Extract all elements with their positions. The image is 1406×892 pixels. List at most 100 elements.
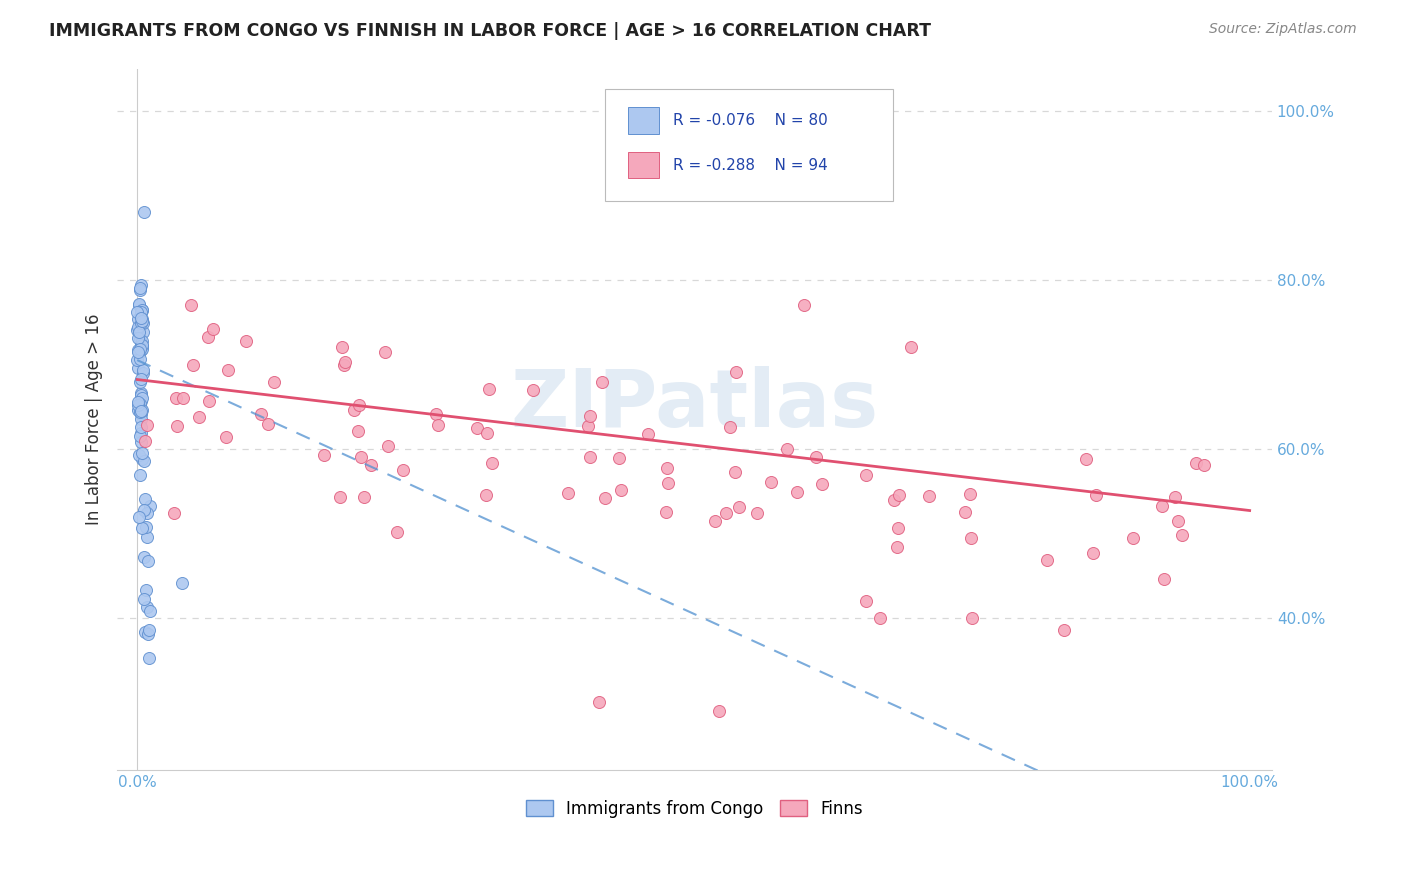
Point (136, 626, 159, 640)
Point (655, 461, 678, 475)
Point (131, 338, 153, 352)
Point (654, 505, 676, 519)
Point (163, 506, 186, 520)
Point (129, 375, 152, 389)
Point (467, 420, 489, 434)
Point (588, 695, 610, 709)
Point (333, 359, 356, 373)
Point (335, 354, 357, 368)
Point (129, 435, 152, 450)
Point (127, 343, 149, 358)
Point (1167, 514, 1189, 528)
Point (745, 506, 768, 520)
Point (263, 375, 285, 389)
Point (707, 704, 730, 718)
Point (132, 363, 155, 377)
Point (132, 591, 155, 606)
Point (637, 426, 659, 441)
Point (475, 488, 498, 502)
Point (129, 405, 152, 419)
Point (131, 366, 153, 380)
Point (1170, 528, 1192, 542)
Point (128, 281, 150, 295)
Point (129, 343, 152, 357)
Point (312, 448, 335, 462)
Point (887, 488, 910, 502)
Point (128, 448, 150, 462)
Point (392, 463, 415, 477)
Point (959, 487, 981, 501)
Point (135, 519, 157, 533)
Point (887, 521, 910, 535)
Point (131, 325, 153, 339)
Point (1192, 458, 1215, 472)
Point (129, 420, 152, 434)
Point (918, 489, 941, 503)
Text: R = -0.076    N = 80: R = -0.076 N = 80 (673, 113, 828, 128)
Point (131, 342, 153, 356)
Point (425, 407, 447, 421)
Point (134, 625, 156, 640)
Point (610, 483, 633, 498)
Point (1153, 572, 1175, 586)
Point (557, 486, 579, 500)
Point (127, 395, 149, 409)
Point (136, 600, 159, 615)
Point (138, 650, 160, 665)
Point (578, 409, 600, 423)
Point (804, 450, 827, 464)
Point (347, 398, 370, 412)
Point (347, 424, 370, 438)
Point (329, 490, 352, 504)
Point (811, 476, 834, 491)
Text: ZIPatlas: ZIPatlas (510, 367, 879, 444)
Point (953, 505, 976, 519)
Point (131, 445, 153, 459)
Point (127, 403, 149, 417)
Point (129, 343, 152, 357)
Point (134, 549, 156, 564)
Point (578, 450, 600, 464)
Point (127, 312, 149, 326)
Point (139, 500, 162, 514)
Point (129, 425, 152, 440)
Point (1036, 553, 1059, 567)
Point (201, 322, 224, 336)
Point (128, 428, 150, 442)
Point (132, 502, 155, 516)
Point (129, 372, 152, 386)
Point (129, 467, 152, 482)
Point (131, 404, 153, 418)
Point (129, 386, 152, 401)
Point (139, 604, 162, 618)
Point (127, 353, 149, 368)
Point (607, 451, 630, 466)
Point (714, 507, 737, 521)
Point (727, 500, 749, 514)
Point (593, 491, 616, 505)
Point (131, 311, 153, 326)
Point (172, 391, 194, 405)
Point (759, 475, 782, 489)
Point (1053, 623, 1076, 637)
Point (343, 403, 366, 417)
Point (1081, 546, 1104, 560)
Point (127, 360, 149, 375)
Point (136, 418, 159, 433)
Point (724, 465, 747, 479)
Point (127, 305, 149, 319)
Point (886, 540, 908, 554)
Point (883, 492, 905, 507)
Point (960, 531, 983, 545)
Point (427, 418, 450, 433)
Point (703, 514, 725, 528)
Point (793, 298, 815, 312)
Point (855, 467, 877, 482)
Point (131, 338, 153, 352)
Point (134, 491, 156, 506)
Point (131, 388, 153, 402)
Point (129, 316, 152, 330)
Point (350, 450, 373, 464)
Point (181, 358, 204, 372)
Point (250, 407, 273, 421)
